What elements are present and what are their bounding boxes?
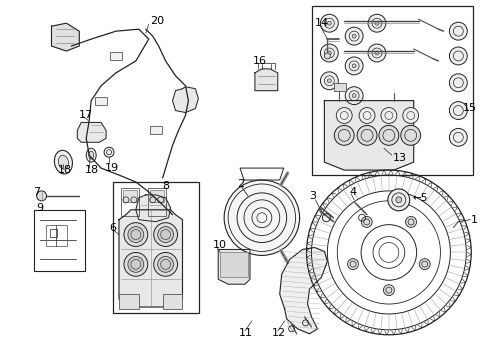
Circle shape	[419, 258, 430, 270]
Circle shape	[401, 125, 420, 145]
Text: 1: 1	[471, 215, 478, 225]
Circle shape	[359, 108, 375, 123]
Ellipse shape	[54, 150, 73, 174]
Bar	[119, 294, 139, 309]
Polygon shape	[324, 100, 414, 170]
Text: 10: 10	[213, 240, 227, 251]
Bar	[148, 188, 166, 216]
Circle shape	[361, 216, 372, 228]
Circle shape	[158, 227, 173, 243]
Circle shape	[357, 125, 377, 145]
Text: 8: 8	[163, 181, 170, 191]
Circle shape	[352, 34, 356, 38]
Polygon shape	[119, 210, 182, 307]
Text: 18: 18	[85, 165, 99, 175]
Circle shape	[345, 87, 363, 105]
Circle shape	[375, 51, 379, 55]
Circle shape	[104, 147, 114, 157]
Circle shape	[449, 22, 467, 40]
Circle shape	[320, 44, 338, 62]
Text: 12: 12	[272, 328, 286, 338]
Circle shape	[320, 14, 338, 32]
Circle shape	[124, 252, 148, 276]
Text: 7: 7	[33, 187, 40, 197]
Circle shape	[124, 223, 148, 247]
Circle shape	[224, 180, 299, 255]
Circle shape	[37, 191, 47, 201]
Circle shape	[383, 285, 394, 296]
Polygon shape	[136, 195, 171, 222]
Bar	[46, 225, 68, 247]
Circle shape	[320, 72, 338, 90]
Text: 3: 3	[310, 191, 317, 201]
Circle shape	[128, 227, 144, 243]
Circle shape	[381, 108, 397, 123]
Text: 11: 11	[239, 328, 253, 338]
Circle shape	[388, 189, 410, 211]
Ellipse shape	[89, 151, 94, 159]
Bar	[220, 252, 248, 277]
Polygon shape	[77, 122, 106, 142]
Circle shape	[375, 21, 379, 25]
Text: 2: 2	[237, 179, 244, 189]
Circle shape	[449, 47, 467, 65]
Text: 14: 14	[315, 18, 329, 28]
Circle shape	[154, 252, 177, 276]
Circle shape	[327, 79, 331, 83]
Text: 17: 17	[79, 109, 94, 120]
Bar	[121, 188, 139, 216]
Bar	[163, 294, 182, 309]
Circle shape	[396, 197, 402, 203]
Circle shape	[352, 64, 356, 68]
Circle shape	[345, 27, 363, 45]
Bar	[313, 6, 473, 175]
Circle shape	[327, 51, 331, 55]
Text: 4: 4	[349, 187, 356, 197]
Circle shape	[449, 102, 467, 120]
Circle shape	[327, 21, 331, 25]
Polygon shape	[255, 69, 278, 91]
Circle shape	[368, 14, 386, 32]
Text: 6: 6	[109, 222, 116, 233]
Circle shape	[345, 57, 363, 75]
Bar	[150, 190, 164, 202]
Circle shape	[368, 44, 386, 62]
Bar	[113, 182, 199, 313]
Bar	[34, 210, 85, 271]
Circle shape	[449, 129, 467, 146]
Circle shape	[336, 108, 352, 123]
Bar	[123, 190, 137, 202]
Circle shape	[154, 223, 177, 247]
Circle shape	[158, 256, 173, 272]
Polygon shape	[280, 247, 327, 334]
Polygon shape	[218, 249, 250, 284]
Bar	[95, 96, 107, 105]
Circle shape	[347, 258, 359, 270]
Text: 19: 19	[105, 163, 119, 173]
Ellipse shape	[58, 155, 69, 169]
Circle shape	[403, 108, 418, 123]
Text: 18: 18	[57, 165, 72, 175]
Text: 16: 16	[253, 56, 267, 66]
Circle shape	[352, 94, 356, 98]
Ellipse shape	[86, 148, 96, 162]
Polygon shape	[172, 87, 198, 113]
Text: 9: 9	[37, 203, 44, 213]
Bar	[334, 83, 346, 91]
Text: 20: 20	[150, 16, 164, 26]
Text: ←5: ←5	[413, 193, 428, 203]
Bar	[110, 52, 122, 60]
Bar	[150, 126, 162, 134]
Circle shape	[406, 216, 416, 228]
Bar	[49, 229, 57, 237]
Circle shape	[324, 53, 330, 59]
Circle shape	[449, 74, 467, 92]
Polygon shape	[51, 23, 79, 51]
Circle shape	[379, 125, 399, 145]
Text: 13: 13	[393, 153, 407, 163]
Circle shape	[128, 256, 144, 272]
Text: 15: 15	[463, 103, 477, 113]
Circle shape	[334, 125, 354, 145]
